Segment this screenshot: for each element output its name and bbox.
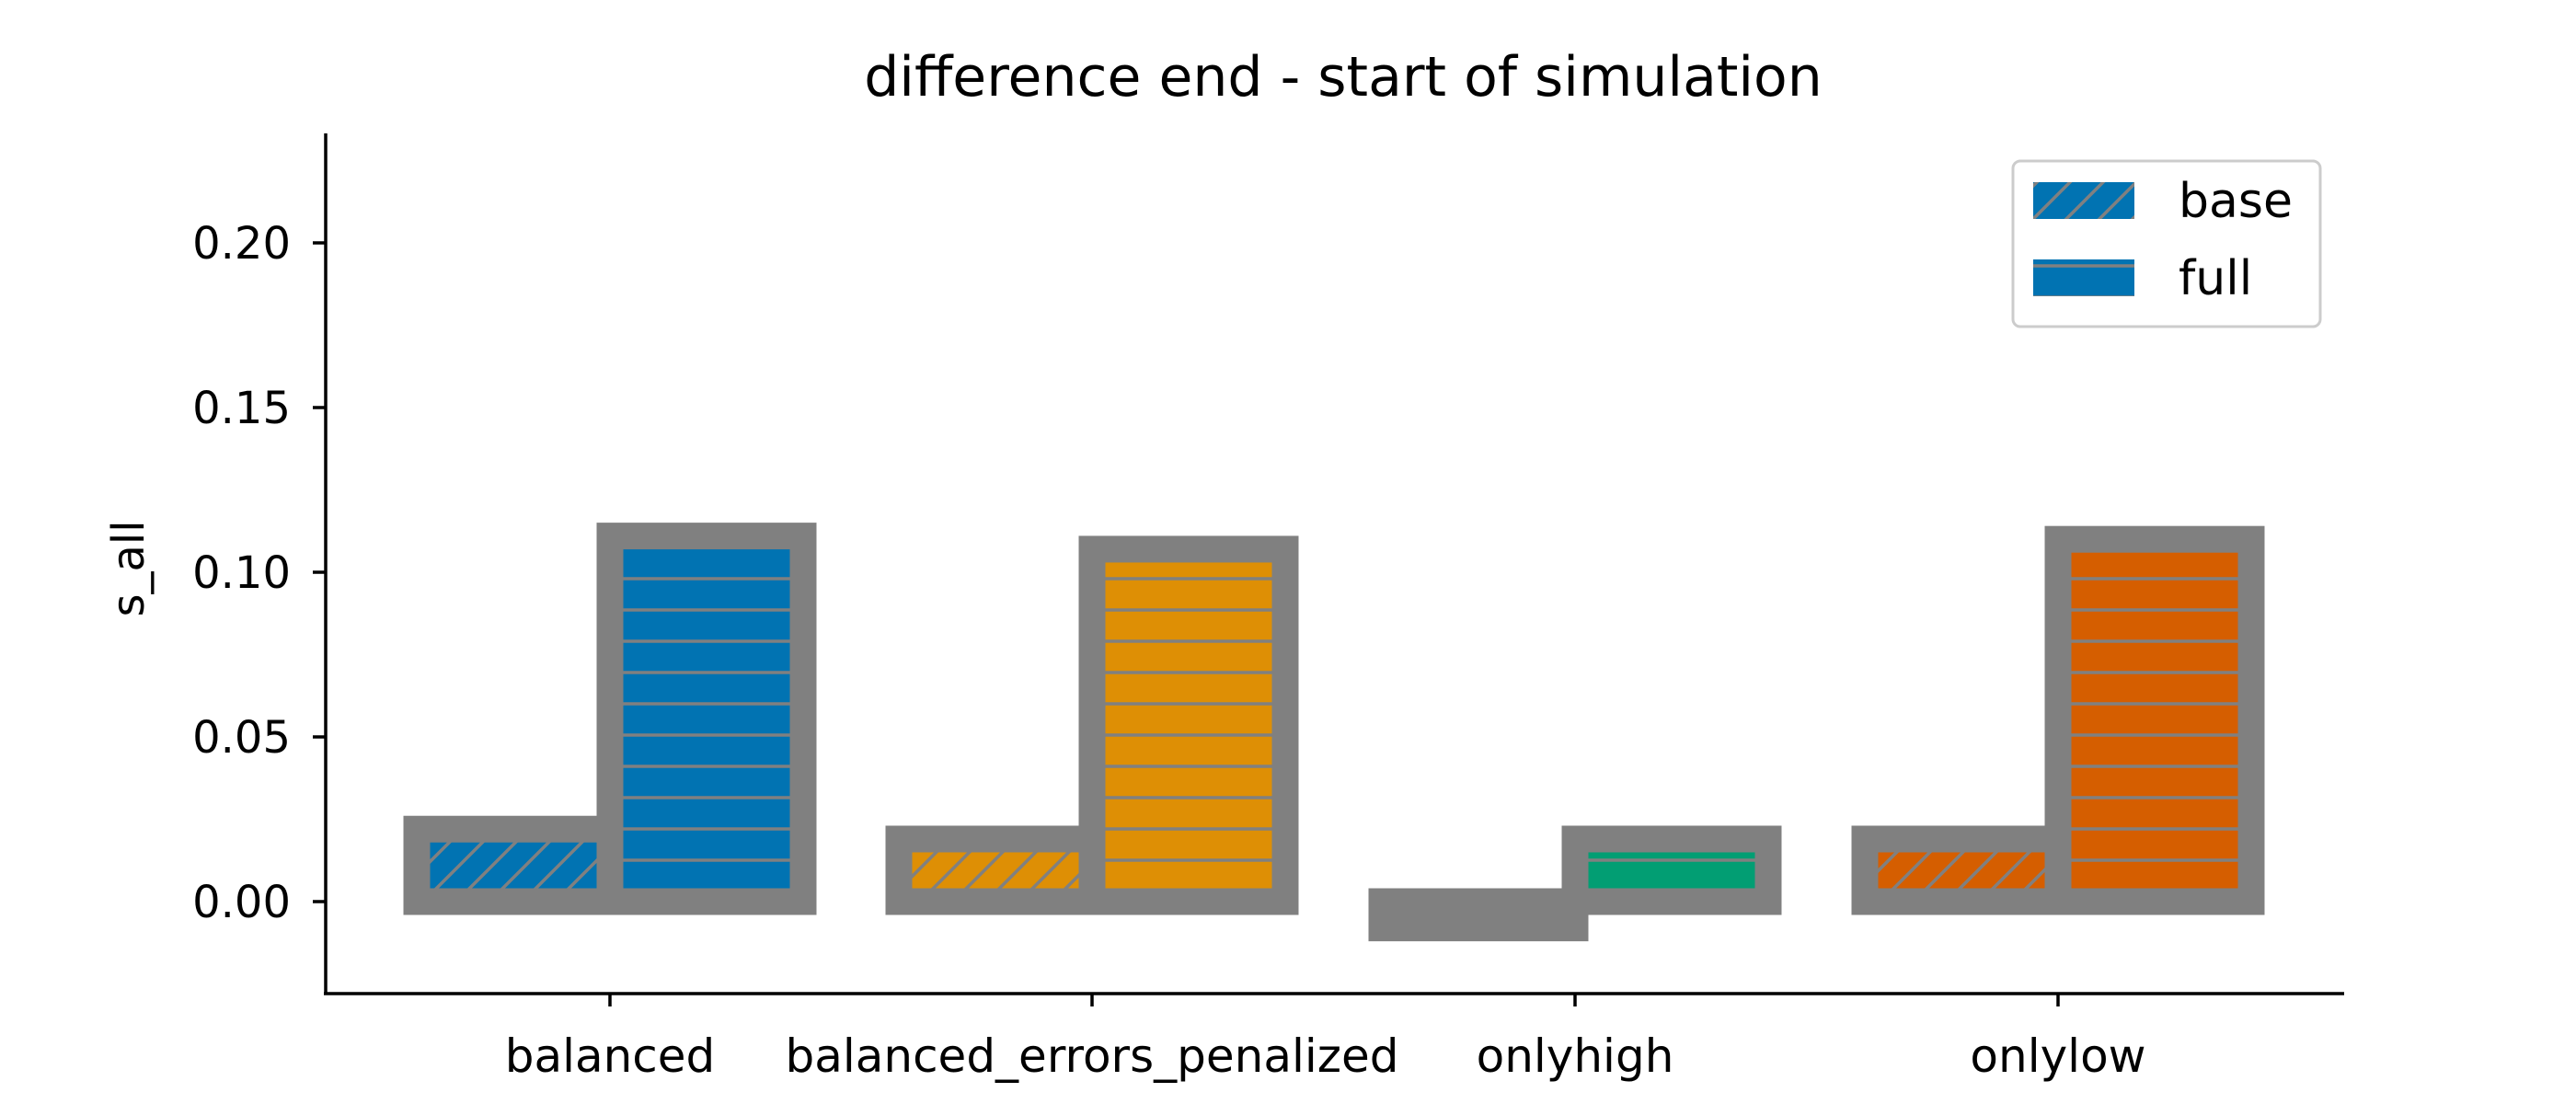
legend-hatch-base	[2033, 182, 2134, 219]
y-axis-label: s_all	[103, 520, 155, 616]
y-ticks: 0.00 0.05 0.10 0.15 0.20	[192, 218, 326, 928]
x-tick-label: balanced_errors_penalized	[785, 1029, 1398, 1083]
legend-label-full: full	[2179, 251, 2252, 306]
y-tick-label: 0.05	[192, 712, 291, 764]
bar-full-onlylow	[2044, 525, 2265, 915]
x-ticks: balanced balanced_errors_penalized onlyhig…	[505, 994, 2146, 1083]
bar-base-balanced	[403, 815, 624, 915]
y-tick-label: 0.20	[192, 218, 291, 270]
bar-base-balanced_errors_penalized	[885, 825, 1106, 915]
legend: base full	[2011, 159, 2322, 328]
bar-base-onlylow	[1851, 825, 2072, 915]
x-tick-label: balanced	[505, 1029, 716, 1083]
legend-label-base: base	[2179, 174, 2293, 229]
bar-base-onlyhigh	[1368, 888, 1589, 942]
bar-full-onlyhigh	[1561, 825, 1782, 915]
x-tick-label: onlylow	[1970, 1029, 2145, 1083]
y-tick-label: 0.10	[192, 547, 291, 599]
y-tick-label: 0.00	[192, 877, 291, 928]
chart-title: difference end - start of simulation	[864, 45, 1823, 109]
bar-full-balanced_errors_penalized	[1078, 535, 1299, 915]
bar-full-balanced	[596, 523, 817, 915]
legend-hatch-full	[2033, 259, 2134, 296]
bars-layer	[403, 523, 2265, 942]
y-tick-label: 0.15	[192, 383, 291, 434]
x-tick-label: onlyhigh	[1477, 1029, 1674, 1083]
